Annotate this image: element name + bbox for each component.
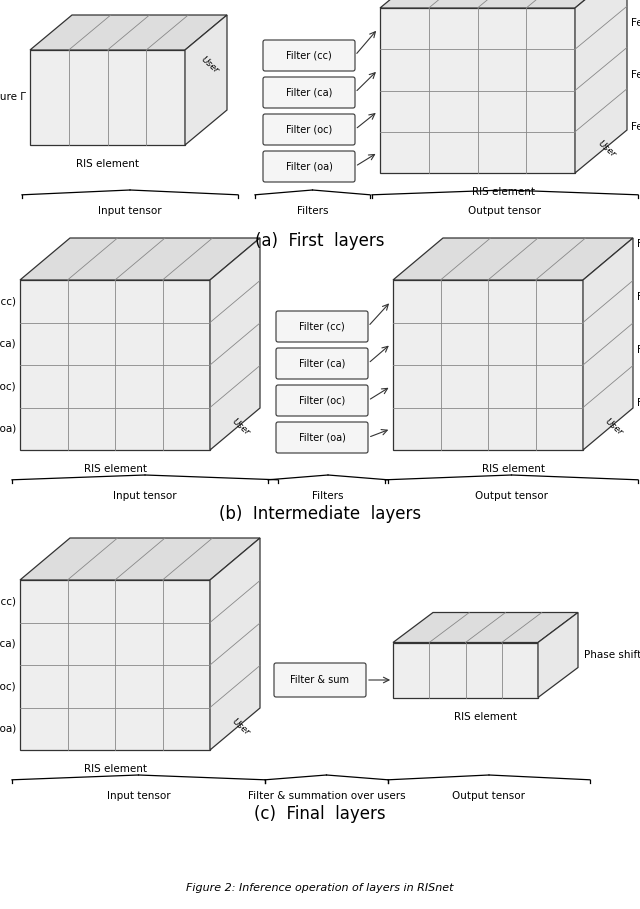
- Text: User: User: [200, 55, 221, 75]
- Polygon shape: [210, 538, 260, 750]
- Polygon shape: [210, 238, 260, 450]
- Text: Feature (cc): Feature (cc): [0, 596, 16, 606]
- Text: Feature (ca): Feature (ca): [0, 339, 16, 349]
- Text: User: User: [604, 416, 625, 437]
- Polygon shape: [583, 238, 633, 450]
- FancyBboxPatch shape: [276, 348, 368, 379]
- Text: User: User: [230, 416, 252, 437]
- Polygon shape: [393, 613, 578, 643]
- Polygon shape: [30, 15, 227, 50]
- Text: Feature (oa): Feature (oa): [0, 424, 16, 434]
- Text: Filter (cc): Filter (cc): [286, 51, 332, 61]
- Text: Feature (ca): Feature (ca): [637, 291, 640, 301]
- FancyBboxPatch shape: [263, 151, 355, 182]
- Text: Feature (oc): Feature (oc): [631, 69, 640, 79]
- Text: Filter (cc): Filter (cc): [299, 322, 345, 332]
- Text: Feature (oc): Feature (oc): [0, 681, 16, 691]
- Polygon shape: [575, 0, 627, 173]
- Text: Filter & summation over users: Filter & summation over users: [248, 791, 405, 801]
- Text: User: User: [230, 716, 252, 737]
- FancyBboxPatch shape: [263, 77, 355, 108]
- FancyBboxPatch shape: [274, 663, 366, 697]
- Text: Filter (ca): Filter (ca): [286, 87, 332, 97]
- Polygon shape: [20, 238, 260, 280]
- Polygon shape: [538, 613, 578, 697]
- Text: Feature (oa): Feature (oa): [631, 122, 640, 132]
- Text: Input tensor: Input tensor: [113, 491, 177, 501]
- FancyBboxPatch shape: [276, 385, 368, 416]
- Text: (a)  First  layers: (a) First layers: [255, 232, 385, 250]
- Text: Feature (cc): Feature (cc): [0, 296, 16, 306]
- Text: Output tensor: Output tensor: [475, 491, 548, 501]
- Text: RIS element: RIS element: [76, 159, 139, 169]
- Text: Filter (oa): Filter (oa): [285, 162, 332, 172]
- Polygon shape: [393, 280, 583, 450]
- Polygon shape: [380, 0, 627, 8]
- Text: Filters: Filters: [297, 206, 328, 216]
- FancyBboxPatch shape: [263, 40, 355, 71]
- Text: RIS element: RIS element: [481, 464, 545, 474]
- Polygon shape: [185, 15, 227, 145]
- Text: Feature (oa): Feature (oa): [637, 397, 640, 407]
- Text: (c)  Final  layers: (c) Final layers: [254, 805, 386, 823]
- Text: Input tensor: Input tensor: [98, 206, 162, 216]
- Text: Filter (ca): Filter (ca): [299, 358, 345, 368]
- Text: Input tensor: Input tensor: [107, 791, 170, 801]
- Text: RIS element: RIS element: [83, 764, 147, 774]
- Polygon shape: [20, 280, 210, 450]
- Text: Output tensor: Output tensor: [452, 791, 525, 801]
- Text: User: User: [596, 139, 618, 160]
- Polygon shape: [20, 538, 260, 580]
- FancyBboxPatch shape: [263, 114, 355, 145]
- Text: Feature (cc): Feature (cc): [637, 238, 640, 248]
- Polygon shape: [380, 8, 575, 173]
- Text: RIS element: RIS element: [454, 712, 517, 722]
- Text: Filter & sum: Filter & sum: [291, 675, 349, 685]
- Text: Filter (oc): Filter (oc): [286, 125, 332, 135]
- Text: Filters: Filters: [312, 491, 344, 501]
- Text: Feature (ca): Feature (ca): [0, 639, 16, 649]
- Text: Figure 2: Inference operation of layers in RISnet: Figure 2: Inference operation of layers …: [186, 883, 454, 893]
- Text: Filter (oa): Filter (oa): [299, 433, 346, 443]
- FancyBboxPatch shape: [276, 311, 368, 342]
- Text: Feature (oc): Feature (oc): [0, 381, 16, 391]
- Polygon shape: [393, 643, 538, 697]
- Text: RIS element: RIS element: [83, 464, 147, 474]
- Polygon shape: [393, 238, 633, 280]
- Text: Feature (ca): Feature (ca): [631, 17, 640, 27]
- Text: Feature (oc): Feature (oc): [637, 345, 640, 355]
- Text: Feature (oa): Feature (oa): [0, 724, 16, 734]
- Text: Filter (oc): Filter (oc): [299, 395, 345, 405]
- Polygon shape: [30, 50, 185, 145]
- Text: Output tensor: Output tensor: [468, 206, 541, 216]
- Text: Channel feature Γ: Channel feature Γ: [0, 93, 26, 103]
- FancyBboxPatch shape: [276, 422, 368, 453]
- Text: (b)  Intermediate  layers: (b) Intermediate layers: [219, 505, 421, 523]
- Polygon shape: [20, 580, 210, 750]
- Text: Phase shift: Phase shift: [584, 650, 640, 660]
- Text: RIS element: RIS element: [472, 187, 535, 197]
